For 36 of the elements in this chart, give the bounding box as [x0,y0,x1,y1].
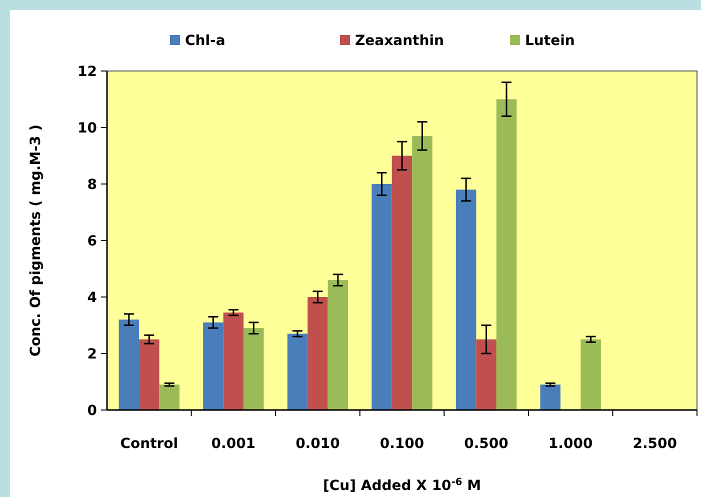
legend-label: Zeaxanthin [355,32,444,49]
y-axis-title: Conc. Of pigments ( mg.M-3 ) [28,124,44,356]
x-tick-label: 0.100 [380,436,424,452]
bar [392,156,412,410]
x-tick-label: 0.500 [464,436,509,452]
y-tick-label: 8 [87,176,97,193]
y-tick-label: 2 [87,346,97,362]
x-tick-label: Control [120,436,178,452]
bar [372,184,392,410]
y-tick-label: 0 [87,402,98,419]
bar [244,328,264,410]
y-tick-label: 4 [87,290,98,306]
legend-label: Chl-a [185,32,226,49]
x-tick-label: 2.500 [632,436,678,452]
bar [328,280,348,410]
bar [287,334,308,410]
bar [540,384,560,410]
y-tick-label: 10 [78,120,98,136]
bar [456,190,476,410]
bar [203,322,224,410]
bar [223,312,244,410]
bar [476,339,496,410]
bar [412,136,432,410]
bar [496,99,517,410]
bar [580,339,601,410]
y-tick-label: 12 [78,64,97,80]
x-tick-label: 0.010 [296,436,340,452]
bar [159,384,180,410]
bar [308,297,328,410]
legend-label: Lutein [525,32,575,49]
x-tick-label: 1.000 [548,436,593,452]
x-axis-title: [Cu] Added X 10$^{-6}$ M [322,476,482,494]
bar [118,320,140,410]
y-tick-label: 6 [87,233,97,250]
x-tick-label: 0.001 [211,436,256,452]
bar [139,339,160,410]
